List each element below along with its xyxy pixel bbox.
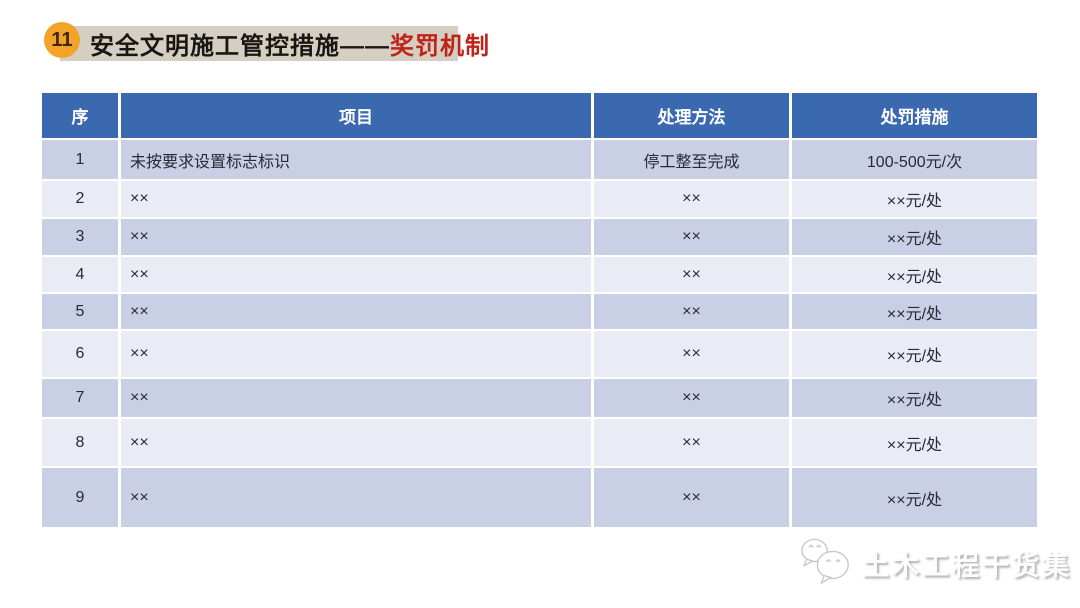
watermark: 土木工程干货集 [798, 536, 1072, 590]
cell-method: ×× [594, 257, 789, 292]
cell-method: ×× [594, 379, 789, 417]
cell-method: ×× [594, 331, 789, 377]
cell-item: ×× [121, 331, 591, 377]
cell-item: ×× [121, 379, 591, 417]
cell-seq: 6 [42, 331, 118, 377]
cell-seq: 3 [42, 219, 118, 255]
cell-method: ×× [594, 181, 789, 217]
cell-item: ×× [121, 419, 591, 466]
cell-method: ×× [594, 419, 789, 466]
cell-item: ×× [121, 181, 591, 217]
cell-seq: 4 [42, 257, 118, 292]
cell-seq: 2 [42, 181, 118, 217]
cell-item: ×× [121, 468, 591, 527]
cell-method: 停工整至完成 [594, 140, 789, 179]
cell-seq: 7 [42, 379, 118, 417]
cell-penalty: ××元/处 [792, 219, 1037, 255]
cell-penalty: ××元/处 [792, 181, 1037, 217]
cell-item: ×× [121, 219, 591, 255]
header-penalty: 处罚措施 [792, 93, 1037, 138]
cell-item: 未按要求设置标志标识 [121, 140, 591, 179]
header-method: 处理方法 [594, 93, 789, 138]
cell-method: ×× [594, 219, 789, 255]
cell-penalty: ××元/处 [792, 419, 1037, 466]
cell-method: ×× [594, 294, 789, 329]
cell-penalty: 100-500元/次 [792, 140, 1037, 179]
cell-penalty: ××元/处 [792, 257, 1037, 292]
cell-penalty: ××元/处 [792, 331, 1037, 377]
title-number-badge: 11 [44, 22, 80, 58]
cell-penalty: ××元/处 [792, 468, 1037, 527]
header-seq: 序 [42, 93, 118, 138]
title-text: 安全文明施工管控措施—— [90, 33, 390, 60]
cell-seq: 9 [42, 468, 118, 527]
cell-seq: 8 [42, 419, 118, 466]
cell-item: ×× [121, 294, 591, 329]
cell-item: ×× [121, 257, 591, 292]
title-highlight: 奖罚机制 [390, 33, 490, 60]
cell-method: ×× [594, 468, 789, 527]
penalty-table: 序 项目 处理方法 处罚措施 1 未按要求设置标志标识 停工整至完成 100-5… [42, 93, 1037, 527]
cell-penalty: ××元/处 [792, 294, 1037, 329]
title-bar: 安全文明施工管控措施—— 奖罚机制 [60, 26, 489, 61]
watermark-text: 土木工程干货集 [862, 550, 1072, 581]
cell-seq: 5 [42, 294, 118, 329]
cell-seq: 1 [42, 140, 118, 179]
cell-penalty: ××元/处 [792, 379, 1037, 417]
wechat-icon [801, 538, 849, 584]
header-item: 项目 [121, 93, 591, 138]
